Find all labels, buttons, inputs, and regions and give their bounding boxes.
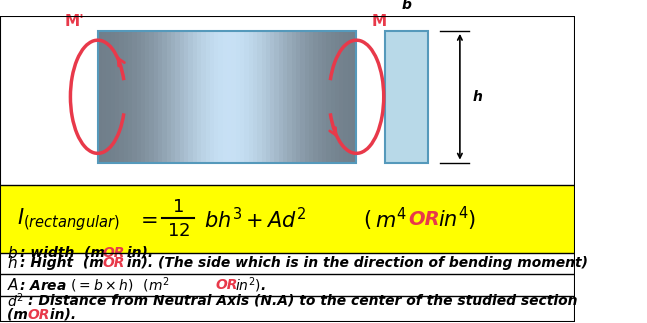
Text: $in^2)$.: $in^2)$. bbox=[235, 275, 265, 295]
Bar bbox=[305, 31, 309, 162]
Text: : Area $(= b \times h)$  $(m^2$: : Area $(= b \times h)$ $(m^2$ bbox=[19, 275, 171, 295]
Bar bbox=[344, 31, 348, 162]
Bar bbox=[236, 31, 241, 162]
Bar bbox=[193, 31, 197, 162]
Bar bbox=[300, 31, 305, 162]
Bar bbox=[162, 31, 168, 162]
Text: $\mathit{I}_{(rectangular)}$: $\mathit{I}_{(rectangular)}$ bbox=[17, 206, 120, 233]
Bar bbox=[0, 185, 575, 253]
Bar bbox=[223, 31, 228, 162]
Bar bbox=[270, 31, 275, 162]
Text: OR: OR bbox=[28, 308, 50, 322]
Bar bbox=[322, 31, 327, 162]
Text: M': M' bbox=[65, 15, 85, 29]
Bar bbox=[232, 31, 236, 162]
Text: $m^4$: $m^4$ bbox=[375, 206, 406, 232]
Bar bbox=[279, 31, 283, 162]
Bar bbox=[318, 31, 322, 162]
Bar bbox=[98, 31, 103, 162]
Bar bbox=[158, 31, 163, 162]
Bar bbox=[180, 31, 184, 162]
Bar bbox=[266, 31, 270, 162]
Text: h: h bbox=[472, 90, 482, 104]
Bar bbox=[296, 31, 301, 162]
Text: $in^4$$)$: $in^4$$)$ bbox=[438, 205, 476, 233]
Bar bbox=[385, 31, 428, 162]
Bar bbox=[188, 31, 193, 162]
Bar bbox=[154, 31, 159, 162]
Bar bbox=[145, 31, 150, 162]
Text: $12$: $12$ bbox=[167, 222, 190, 240]
Bar bbox=[348, 31, 353, 162]
Bar bbox=[201, 31, 206, 162]
Text: $=$: $=$ bbox=[136, 209, 157, 229]
Text: $d^2$: $d^2$ bbox=[8, 291, 25, 310]
Bar bbox=[119, 31, 124, 162]
Text: $bh^3 + Ad^2$: $bh^3 + Ad^2$ bbox=[204, 206, 307, 232]
Bar bbox=[124, 31, 129, 162]
Bar bbox=[339, 31, 344, 162]
Bar bbox=[149, 31, 155, 162]
Bar bbox=[335, 31, 340, 162]
Text: : width  (m: : width (m bbox=[20, 246, 110, 260]
Bar bbox=[214, 31, 219, 162]
Bar bbox=[128, 31, 133, 162]
Text: $A$: $A$ bbox=[8, 277, 19, 293]
Bar bbox=[167, 31, 171, 162]
Bar bbox=[171, 31, 176, 162]
Bar bbox=[309, 31, 314, 162]
Text: $h$: $h$ bbox=[8, 255, 18, 271]
Text: : Hight  (m: : Hight (m bbox=[20, 256, 109, 270]
Bar bbox=[210, 31, 215, 162]
Bar bbox=[253, 31, 258, 162]
Bar bbox=[184, 31, 189, 162]
Bar bbox=[245, 31, 249, 162]
Text: OR: OR bbox=[408, 210, 440, 229]
Bar bbox=[219, 31, 223, 162]
Bar bbox=[227, 31, 232, 162]
Text: OR: OR bbox=[102, 256, 125, 270]
Text: b: b bbox=[402, 0, 411, 12]
Bar bbox=[102, 31, 107, 162]
Bar bbox=[206, 31, 210, 162]
Bar bbox=[175, 31, 181, 162]
Bar bbox=[258, 31, 262, 162]
Text: : Distance from Neutral Axis (N.A) to the center of the studied section: : Distance from Neutral Axis (N.A) to th… bbox=[28, 294, 577, 307]
Bar bbox=[106, 31, 111, 162]
Bar bbox=[141, 31, 146, 162]
Text: OR: OR bbox=[215, 278, 238, 292]
Bar bbox=[137, 31, 142, 162]
Text: OR: OR bbox=[102, 246, 125, 260]
Bar bbox=[283, 31, 288, 162]
Bar bbox=[248, 31, 254, 162]
Text: M: M bbox=[372, 15, 387, 29]
Text: $b$: $b$ bbox=[8, 245, 18, 261]
Bar bbox=[287, 31, 292, 162]
Bar bbox=[313, 31, 318, 162]
Bar bbox=[261, 31, 267, 162]
Text: in).: in). bbox=[122, 246, 153, 260]
Bar bbox=[240, 31, 245, 162]
Bar bbox=[115, 31, 120, 162]
Text: in).: in). bbox=[45, 308, 76, 322]
Bar bbox=[132, 31, 137, 162]
Bar bbox=[292, 31, 296, 162]
Bar bbox=[274, 31, 280, 162]
Text: (m: (m bbox=[8, 308, 33, 322]
Bar bbox=[197, 31, 202, 162]
Text: $1$: $1$ bbox=[172, 198, 184, 216]
Bar bbox=[326, 31, 331, 162]
Bar bbox=[331, 31, 335, 162]
Bar bbox=[111, 31, 116, 162]
Text: $($: $($ bbox=[364, 208, 372, 231]
Text: in). (The side which is in the direction of bending moment): in). (The side which is in the direction… bbox=[122, 256, 588, 270]
Bar bbox=[352, 31, 357, 162]
